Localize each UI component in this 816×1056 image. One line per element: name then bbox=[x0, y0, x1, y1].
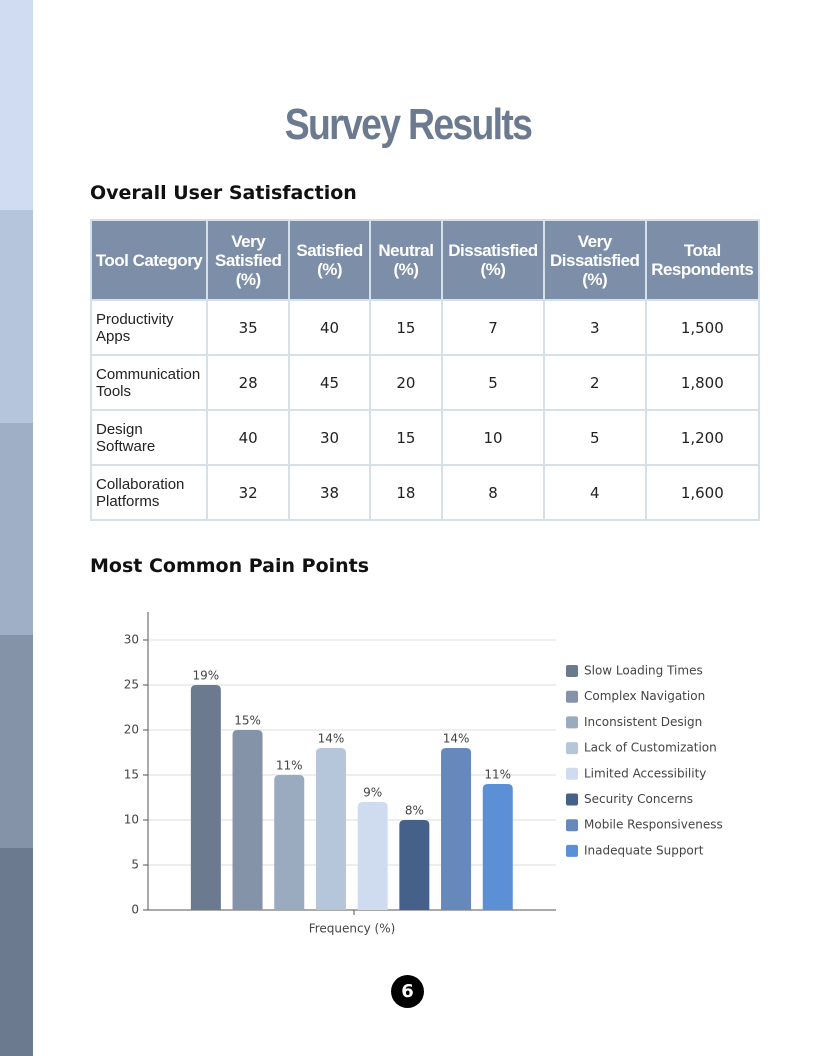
table-row: Communication Tools 28 45 20 5 2 1,800 bbox=[89, 354, 761, 411]
y-tick-label: 30 bbox=[124, 633, 139, 647]
table-cell: 8 bbox=[441, 464, 545, 521]
legend-label: Slow Loading Times bbox=[584, 664, 703, 678]
chart: 0 5 10 15 20 25 30 Frequency (%) 19% Slow Loading… bbox=[124, 612, 723, 936]
table-cell: 40 bbox=[288, 299, 371, 356]
legend-label: Inconsistent Design bbox=[584, 715, 702, 729]
legend-swatch bbox=[566, 742, 578, 755]
table-cell: 4 bbox=[542, 464, 647, 521]
legend-swatch bbox=[566, 716, 578, 729]
legend-label: Limited Accessibility bbox=[584, 766, 706, 780]
table-cell: 5 bbox=[542, 409, 647, 466]
bar bbox=[357, 802, 388, 910]
stripe bbox=[0, 210, 33, 423]
stripe bbox=[0, 0, 33, 210]
table-cell: 7 bbox=[441, 299, 545, 356]
bar-annotation: 8% bbox=[405, 804, 424, 818]
y-tick-label: 20 bbox=[124, 723, 139, 737]
y-tick-label: 10 bbox=[124, 813, 139, 827]
table-row: Productivity Apps 35 40 15 7 3 1,500 bbox=[89, 299, 761, 356]
column-header: Neutral (%) bbox=[368, 219, 444, 301]
column-header: Satisfied (%) bbox=[288, 219, 371, 301]
legend-swatch bbox=[566, 844, 578, 857]
y-tick-label: 0 bbox=[131, 903, 139, 917]
table-cell: Collaboration Platforms bbox=[89, 464, 209, 521]
stripe bbox=[0, 848, 33, 1056]
table-cell: 5 bbox=[441, 354, 545, 411]
column-header: Total Respondents bbox=[644, 219, 761, 301]
y-tick-label: 15 bbox=[124, 768, 139, 782]
bar bbox=[274, 775, 305, 910]
bar bbox=[482, 784, 513, 910]
table-cell: 1,500 bbox=[644, 299, 761, 356]
column-header: Dissatisfied (%) bbox=[441, 219, 545, 301]
legend-label: Lack of Customization bbox=[584, 741, 717, 755]
legend-label: Inadequate Support bbox=[584, 843, 704, 857]
table-cell: 1,800 bbox=[644, 354, 761, 411]
y-tick-label: 5 bbox=[131, 858, 139, 872]
legend-swatch bbox=[566, 767, 578, 780]
section-title: Overall User Satisfaction bbox=[90, 182, 357, 204]
page-number: 6 bbox=[391, 975, 424, 1008]
table-cell: 1,200 bbox=[644, 409, 761, 466]
legend-swatch bbox=[566, 690, 578, 703]
bar bbox=[232, 730, 263, 910]
section-title: Most Common Pain Points bbox=[90, 555, 370, 577]
legend-swatch bbox=[566, 819, 578, 832]
legend-swatch bbox=[566, 665, 578, 677]
table-cell: 30 bbox=[288, 409, 371, 466]
table-cell: 3 bbox=[542, 299, 647, 356]
bar bbox=[315, 748, 346, 910]
legend-label: Complex Navigation bbox=[584, 689, 705, 703]
bar bbox=[190, 685, 221, 910]
page-title: Survey Results bbox=[284, 100, 533, 149]
table-cell: 2 bbox=[542, 354, 647, 411]
bar-annotation: 19% bbox=[193, 669, 220, 683]
table-cell: 38 bbox=[288, 464, 371, 521]
bar-annotation: 15% bbox=[234, 714, 261, 728]
table-cell: 28 bbox=[206, 354, 291, 411]
table-cell: 32 bbox=[206, 464, 291, 521]
x-axis-label: Frequency (%) bbox=[309, 922, 396, 936]
column-header: Tool Category bbox=[89, 219, 209, 301]
table: Tool Category Very Satisfied (%) Satisfied… bbox=[89, 219, 761, 521]
table-cell: 15 bbox=[368, 299, 444, 356]
table-cell: Design Software bbox=[89, 409, 209, 466]
bar bbox=[441, 748, 472, 910]
table-row: Collaboration Platforms 32 38 18 8 4 1,600 bbox=[89, 464, 761, 521]
table-cell: 10 bbox=[441, 409, 545, 466]
column-header: Very Dissatisfied (%) bbox=[542, 219, 647, 301]
bar-annotation: 11% bbox=[276, 759, 303, 773]
header-row: Tool Category Very Satisfied (%) Satisfied… bbox=[89, 219, 761, 301]
table-cell: Productivity Apps bbox=[89, 299, 209, 356]
table-cell: 20 bbox=[368, 354, 444, 411]
table-cell: Communication Tools bbox=[89, 354, 209, 411]
table-cell: 18 bbox=[368, 464, 444, 521]
stripe bbox=[0, 635, 33, 848]
bar-annotation: 9% bbox=[363, 786, 382, 800]
stripe bbox=[0, 423, 33, 635]
column-header: Very Satisfied (%) bbox=[206, 219, 291, 301]
y-tick-label: 25 bbox=[124, 678, 139, 692]
legend-label: Security Concerns bbox=[584, 792, 693, 806]
table-cell: 15 bbox=[368, 409, 444, 466]
table-cell: 35 bbox=[206, 299, 291, 356]
bar-annotation: 14% bbox=[443, 732, 470, 746]
bar bbox=[399, 820, 430, 910]
legend-swatch bbox=[566, 793, 578, 806]
table-cell: 45 bbox=[288, 354, 371, 411]
bar-annotation: 14% bbox=[318, 732, 345, 746]
legend-label: Mobile Responsiveness bbox=[584, 818, 723, 832]
table-row: Design Software 40 30 15 10 5 1,200 bbox=[89, 409, 761, 466]
bar-annotation: 11% bbox=[484, 768, 511, 782]
table-cell: 1,600 bbox=[644, 464, 761, 521]
table-cell: 40 bbox=[206, 409, 291, 466]
